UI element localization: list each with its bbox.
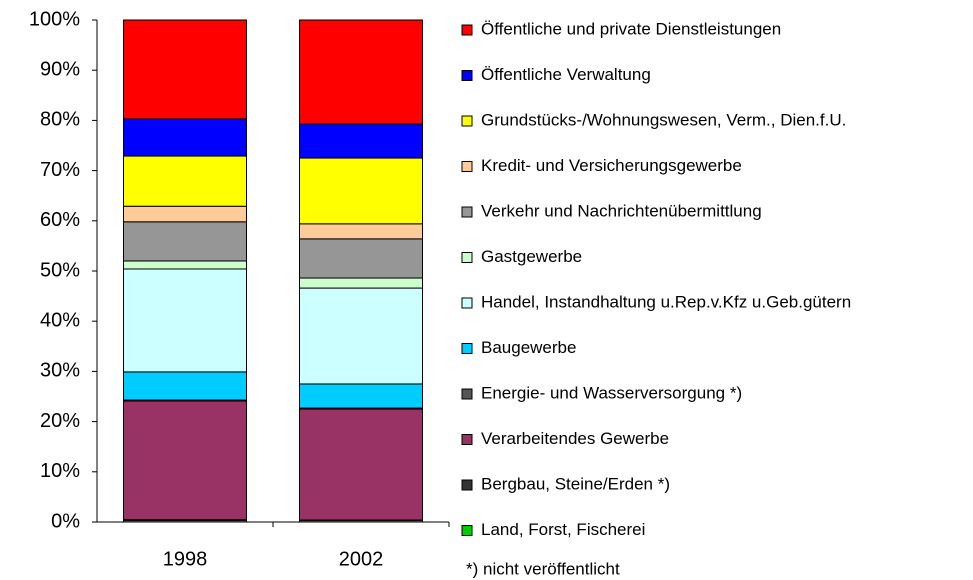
bar-segment — [123, 268, 247, 373]
y-tick-label: 100% — [29, 8, 80, 30]
legend-label: Kredit- und Versicherungsgewerbe — [481, 156, 742, 175]
bar-segment — [299, 238, 423, 279]
legend-swatch — [461, 434, 473, 445]
y-tick-label: 80% — [40, 109, 80, 131]
bar-segment — [123, 371, 247, 401]
y-tick-label: 40% — [40, 309, 80, 331]
bar-segment — [299, 277, 423, 289]
bar-segment — [123, 400, 247, 520]
bar-segment — [299, 123, 423, 159]
x-tick-label: 1998 — [163, 548, 208, 570]
legend-swatch — [461, 70, 473, 81]
y-tick-label: 30% — [40, 360, 80, 382]
legend-swatch — [461, 252, 473, 263]
bar-segment — [123, 205, 247, 223]
legend-swatch — [461, 206, 473, 218]
bar-segment — [123, 221, 247, 262]
bar-segment — [123, 260, 247, 270]
bar-segment — [299, 19, 423, 125]
bar-segment — [299, 223, 423, 240]
footnote: *) nicht veröffentlicht — [466, 559, 620, 578]
legend-swatch — [461, 343, 473, 354]
legend-label: Grundstücks-/Wohnungswesen, Verm., Dien.… — [481, 110, 846, 129]
legend-label: Land, Forst, Fischerei — [481, 520, 645, 539]
y-tick-label: 20% — [40, 410, 80, 432]
bar-segment — [299, 157, 423, 225]
bar-segment — [299, 287, 423, 385]
legend-swatch — [461, 479, 473, 491]
y-tick-label: 70% — [40, 159, 80, 181]
y-tick-label: 50% — [40, 259, 80, 281]
y-tick-label: 10% — [40, 460, 80, 482]
bar-segment — [123, 19, 247, 120]
legend-swatch — [461, 388, 473, 400]
legend-label: Gastgewerbe — [481, 247, 582, 266]
y-tick-label: 90% — [40, 58, 80, 80]
legend-label: Baugewerbe — [481, 338, 576, 357]
legend-swatch — [461, 297, 473, 309]
bar-segment — [299, 383, 423, 409]
bar-segment — [299, 408, 423, 521]
legend-swatch — [461, 24, 473, 36]
bar-segment — [123, 155, 247, 207]
legend-label: Öffentliche Verwaltung — [481, 65, 651, 84]
bar-segment — [123, 118, 247, 157]
legend-swatch — [461, 525, 473, 536]
legend-label: Öffentliche und private Dienstleistungen — [481, 19, 781, 38]
x-tick-label: 2002 — [339, 548, 384, 570]
y-tick-label: 60% — [40, 209, 80, 231]
y-tick-label: 0% — [51, 510, 80, 532]
legend-label: Verarbeitendes Gewerbe — [481, 429, 669, 448]
legend-swatch — [461, 115, 473, 127]
legend-label: Verkehr und Nachrichtenübermittlung — [481, 201, 762, 220]
legend-swatch — [461, 161, 473, 172]
legend-label: Bergbau, Steine/Erden *) — [481, 474, 670, 493]
legend-label: Energie- und Wasserversorgung *) — [481, 383, 742, 402]
legend-label: Handel, Instandhaltung u.Rep.v.Kfz u.Geb… — [481, 292, 851, 311]
